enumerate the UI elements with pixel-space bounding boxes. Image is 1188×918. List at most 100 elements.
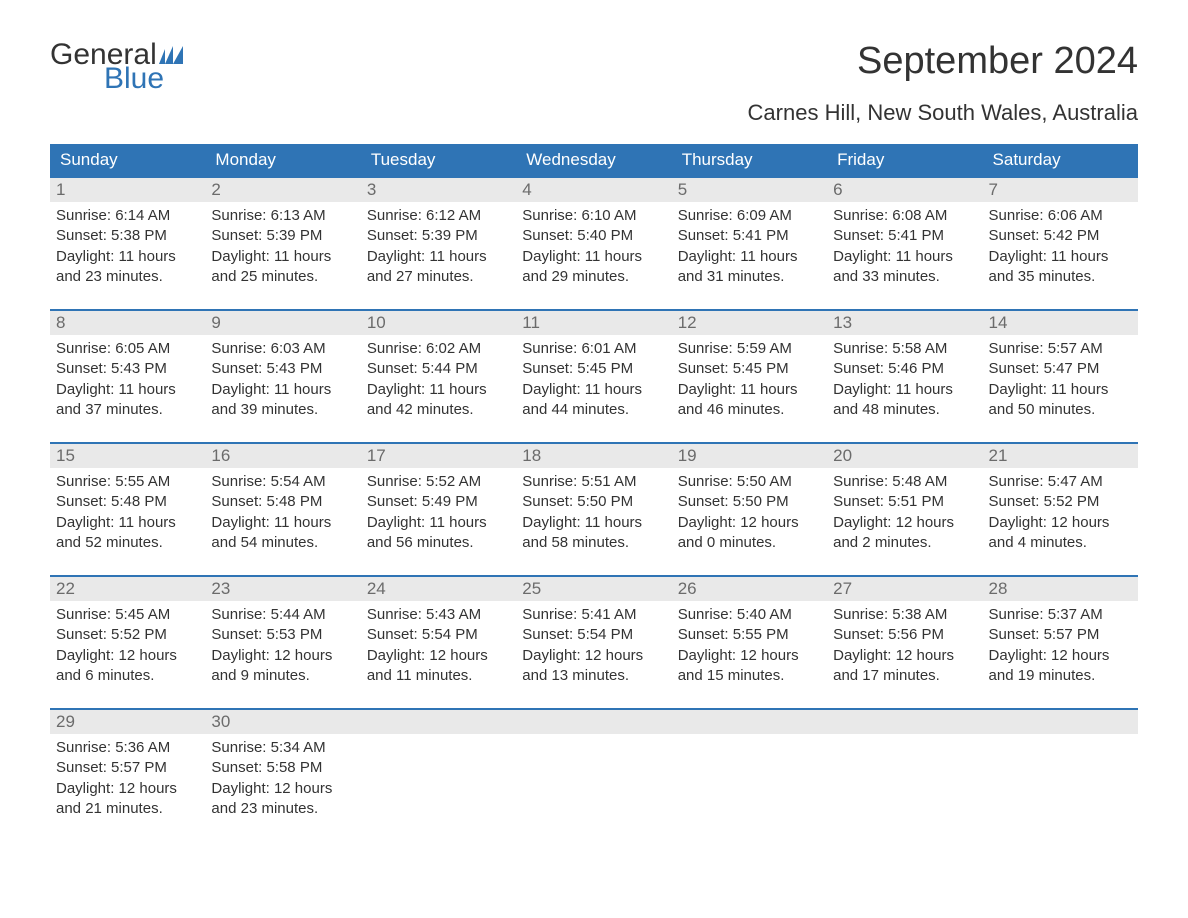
weekday-header: Friday (827, 144, 982, 177)
day-body: Sunrise: 5:47 AMSunset: 5:52 PMDaylight:… (983, 468, 1138, 575)
day-number: 21 (983, 444, 1138, 468)
calendar-body: 1Sunrise: 6:14 AMSunset: 5:38 PMDaylight… (50, 177, 1138, 841)
calendar-cell: 6Sunrise: 6:08 AMSunset: 5:41 PMDaylight… (827, 177, 982, 310)
daylight-line-1: Daylight: 12 hours (211, 779, 354, 799)
calendar-cell: 22Sunrise: 5:45 AMSunset: 5:52 PMDayligh… (50, 576, 205, 709)
calendar-cell: 25Sunrise: 5:41 AMSunset: 5:54 PMDayligh… (516, 576, 671, 709)
sunset-line: Sunset: 5:38 PM (56, 226, 199, 246)
daylight-line-1: Daylight: 12 hours (367, 646, 510, 666)
daylight-line-2: and 23 minutes. (211, 799, 354, 819)
sunset-line: Sunset: 5:51 PM (833, 492, 976, 512)
daylight-line-1: Daylight: 11 hours (989, 380, 1132, 400)
daylight-line-2: and 50 minutes. (989, 400, 1132, 420)
calendar-cell: 24Sunrise: 5:43 AMSunset: 5:54 PMDayligh… (361, 576, 516, 709)
empty-day-body (827, 734, 982, 838)
calendar-cell: 10Sunrise: 6:02 AMSunset: 5:44 PMDayligh… (361, 310, 516, 443)
day-number: 16 (205, 444, 360, 468)
sunset-line: Sunset: 5:55 PM (678, 625, 821, 645)
empty-day-body (516, 734, 671, 838)
empty-day-body (983, 734, 1138, 838)
day-body: Sunrise: 5:57 AMSunset: 5:47 PMDaylight:… (983, 335, 1138, 442)
sunrise-line: Sunrise: 6:13 AM (211, 206, 354, 226)
sunrise-line: Sunrise: 6:10 AM (522, 206, 665, 226)
day-body: Sunrise: 5:41 AMSunset: 5:54 PMDaylight:… (516, 601, 671, 708)
calendar-cell: 11Sunrise: 6:01 AMSunset: 5:45 PMDayligh… (516, 310, 671, 443)
daylight-line-1: Daylight: 11 hours (522, 380, 665, 400)
sunrise-line: Sunrise: 5:48 AM (833, 472, 976, 492)
calendar-cell: 2 Sunrise: 6:13 AMSunset: 5:39 PMDaylight… (205, 177, 360, 310)
daylight-line-2: and 21 minutes. (56, 799, 199, 819)
daylight-line-2: and 37 minutes. (56, 400, 199, 420)
daylight-line-2: and 42 minutes. (367, 400, 510, 420)
sunset-line: Sunset: 5:47 PM (989, 359, 1132, 379)
sunset-line: Sunset: 5:53 PM (211, 625, 354, 645)
logo: General Blue (50, 40, 183, 94)
day-number: 2 (205, 178, 360, 202)
calendar-cell: 13Sunrise: 5:58 AMSunset: 5:46 PMDayligh… (827, 310, 982, 443)
sunrise-line: Sunrise: 5:55 AM (56, 472, 199, 492)
day-number: 1 (50, 178, 205, 202)
day-number: 24 (361, 577, 516, 601)
daylight-line-1: Daylight: 11 hours (211, 513, 354, 533)
daylight-line-1: Daylight: 11 hours (833, 380, 976, 400)
sunrise-line: Sunrise: 5:54 AM (211, 472, 354, 492)
day-number: 5 (672, 178, 827, 202)
daylight-line-2: and 31 minutes. (678, 267, 821, 287)
calendar-week-row: 22Sunrise: 5:45 AMSunset: 5:52 PMDayligh… (50, 576, 1138, 709)
sunrise-line: Sunrise: 5:57 AM (989, 339, 1132, 359)
sunset-line: Sunset: 5:39 PM (211, 226, 354, 246)
sunrise-line: Sunrise: 6:06 AM (989, 206, 1132, 226)
weekday-row: SundayMondayTuesdayWednesdayThursdayFrid… (50, 144, 1138, 177)
day-number: 25 (516, 577, 671, 601)
day-number: 4 (516, 178, 671, 202)
day-number: 15 (50, 444, 205, 468)
daylight-line-2: and 54 minutes. (211, 533, 354, 553)
daylight-line-2: and 56 minutes. (367, 533, 510, 553)
calendar-cell: 19Sunrise: 5:50 AMSunset: 5:50 PMDayligh… (672, 443, 827, 576)
sunset-line: Sunset: 5:40 PM (522, 226, 665, 246)
sunrise-line: Sunrise: 5:47 AM (989, 472, 1132, 492)
day-body: Sunrise: 5:58 AMSunset: 5:46 PMDaylight:… (827, 335, 982, 442)
sunrise-line: Sunrise: 5:37 AM (989, 605, 1132, 625)
calendar-cell: 5Sunrise: 6:09 AMSunset: 5:41 PMDaylight… (672, 177, 827, 310)
daylight-line-1: Daylight: 11 hours (211, 247, 354, 267)
daylight-line-1: Daylight: 12 hours (989, 646, 1132, 666)
calendar-cell: 21Sunrise: 5:47 AMSunset: 5:52 PMDayligh… (983, 443, 1138, 576)
daylight-line-2: and 27 minutes. (367, 267, 510, 287)
sunset-line: Sunset: 5:44 PM (367, 359, 510, 379)
weekday-header: Tuesday (361, 144, 516, 177)
day-body: Sunrise: 5:55 AMSunset: 5:48 PMDaylight:… (50, 468, 205, 575)
daylight-line-1: Daylight: 11 hours (989, 247, 1132, 267)
weekday-header: Wednesday (516, 144, 671, 177)
daylight-line-1: Daylight: 11 hours (367, 513, 510, 533)
sunrise-line: Sunrise: 5:34 AM (211, 738, 354, 758)
header-row: General Blue September 2024 (50, 40, 1138, 94)
daylight-line-1: Daylight: 11 hours (833, 247, 976, 267)
empty-day-bar (827, 710, 982, 734)
daylight-line-2: and 13 minutes. (522, 666, 665, 686)
sunset-line: Sunset: 5:48 PM (56, 492, 199, 512)
day-body: Sunrise: 6:02 AMSunset: 5:44 PMDaylight:… (361, 335, 516, 442)
calendar-header: SundayMondayTuesdayWednesdayThursdayFrid… (50, 144, 1138, 177)
day-number: 6 (827, 178, 982, 202)
sunset-line: Sunset: 5:50 PM (522, 492, 665, 512)
sunrise-line: Sunrise: 6:03 AM (211, 339, 354, 359)
sunset-line: Sunset: 5:58 PM (211, 758, 354, 778)
sunset-line: Sunset: 5:42 PM (989, 226, 1132, 246)
sunrise-line: Sunrise: 6:01 AM (522, 339, 665, 359)
location-text: Carnes Hill, New South Wales, Australia (50, 100, 1138, 126)
daylight-line-2: and 39 minutes. (211, 400, 354, 420)
day-number: 22 (50, 577, 205, 601)
day-body: Sunrise: 5:52 AMSunset: 5:49 PMDaylight:… (361, 468, 516, 575)
daylight-line-2: and 35 minutes. (989, 267, 1132, 287)
daylight-line-2: and 52 minutes. (56, 533, 199, 553)
day-number: 23 (205, 577, 360, 601)
sunrise-line: Sunrise: 6:14 AM (56, 206, 199, 226)
sunrise-line: Sunrise: 5:45 AM (56, 605, 199, 625)
day-body: Sunrise: 6:14 AMSunset: 5:38 PMDaylight:… (50, 202, 205, 309)
sunrise-line: Sunrise: 5:58 AM (833, 339, 976, 359)
sunrise-line: Sunrise: 5:59 AM (678, 339, 821, 359)
day-number: 11 (516, 311, 671, 335)
day-number: 17 (361, 444, 516, 468)
sunset-line: Sunset: 5:57 PM (989, 625, 1132, 645)
